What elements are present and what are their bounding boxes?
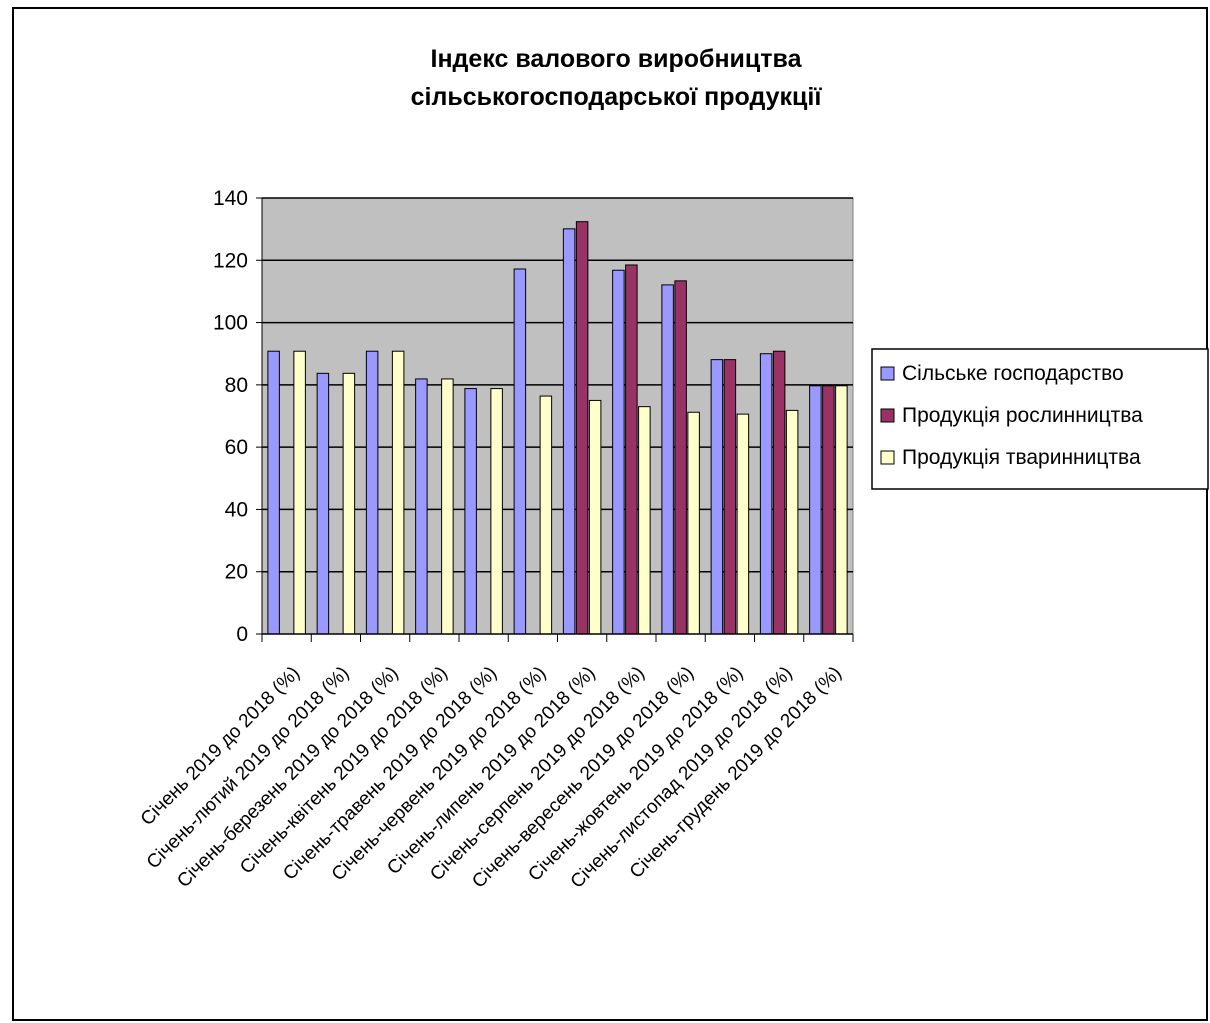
legend-label: Сільське господарство	[902, 362, 1124, 385]
chart-title-line-1: Індекс валового виробництва	[430, 45, 802, 73]
chart-title-line-2: сільськогосподарської продукції	[410, 83, 822, 111]
bar	[562, 228, 576, 635]
bar	[441, 378, 454, 635]
legend-swatch	[880, 366, 895, 381]
bar	[464, 388, 477, 635]
bar	[267, 350, 280, 635]
y-tick-label: 140	[213, 187, 248, 210]
y-tick-label: 20	[225, 561, 248, 584]
legend-swatch	[880, 408, 895, 423]
bar	[513, 268, 527, 635]
bars	[267, 221, 848, 635]
y-tick-label: 80	[225, 374, 248, 397]
bar	[772, 350, 786, 635]
bar	[342, 372, 356, 635]
y-tick-label: 0	[236, 623, 248, 646]
bar	[365, 350, 379, 635]
plot-background	[261, 197, 854, 635]
legend-swatch	[880, 450, 895, 465]
bar	[391, 350, 405, 635]
legend-box	[871, 348, 1209, 490]
bar	[316, 372, 330, 635]
y-tick-label: 120	[213, 249, 248, 272]
legend-label: Продукція тваринництва	[902, 446, 1141, 469]
y-tick-label: 60	[225, 436, 248, 459]
bar	[490, 388, 503, 635]
bar	[687, 411, 700, 635]
legend-label: Продукція рослинництва	[902, 404, 1143, 427]
bar	[835, 385, 848, 635]
y-tick-label: 40	[225, 498, 248, 521]
bar	[674, 280, 687, 635]
bar	[661, 284, 674, 635]
bar	[785, 409, 799, 635]
bar	[638, 406, 651, 635]
bar	[822, 385, 835, 635]
bar	[710, 359, 724, 635]
plot-area	[261, 197, 854, 635]
bar	[612, 269, 625, 635]
bar	[293, 350, 306, 635]
bar	[736, 413, 750, 635]
bar	[625, 264, 638, 635]
bar	[759, 353, 773, 635]
chart-title: Індекс валового виробництва сільськогосп…	[300, 40, 932, 116]
y-tick-label: 100	[213, 312, 248, 335]
bar	[588, 399, 602, 635]
bar	[723, 359, 737, 635]
bar	[415, 378, 428, 635]
legend: Сільське господарство Продукція рослинниц…	[871, 348, 1209, 490]
bar	[809, 385, 822, 635]
bar	[539, 395, 553, 635]
bar	[575, 221, 589, 635]
